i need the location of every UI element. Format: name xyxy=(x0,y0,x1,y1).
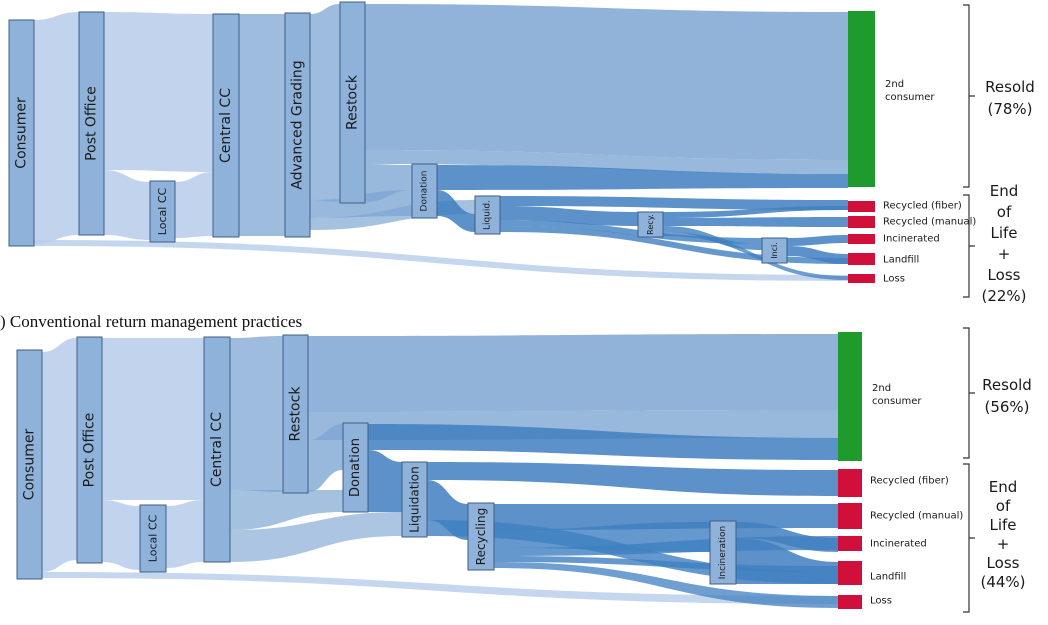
resold-bracket-2 xyxy=(963,328,975,458)
restock-2-label: Restock xyxy=(288,386,304,442)
incinerated-2-bar xyxy=(838,536,862,551)
eol-bracket-2 xyxy=(963,464,975,612)
flow-recy-manual xyxy=(663,217,848,227)
landfill-1-bar xyxy=(848,253,875,265)
eol-group-label-2: End xyxy=(989,478,1018,496)
incinerated-1-label: Incinerated xyxy=(883,234,940,245)
incinerated-2-label: Incinerated xyxy=(870,539,927,550)
landfill-2-bar xyxy=(838,561,862,585)
flow-localcc-centralcc xyxy=(175,172,213,238)
flow-donation-liquid-2 xyxy=(368,450,402,512)
flow-restock-2nd-2 xyxy=(308,334,838,412)
second-consumer-1-label: consumer xyxy=(885,92,935,103)
advanced-grading-label: Advanced Grading xyxy=(290,60,306,189)
recycled-fiber-2-bar xyxy=(838,469,862,497)
recycling-label: Recy. xyxy=(646,214,655,235)
eol-group-label-2: (44%) xyxy=(980,573,1025,591)
resold-group-label-2: Resold xyxy=(982,376,1032,394)
eol-group-label-2: Life xyxy=(989,516,1016,534)
eol-group-label-1: Life xyxy=(990,224,1017,242)
post-office-label: Post Office xyxy=(84,86,100,161)
flow-consumer-postoffice xyxy=(34,12,79,244)
loss-1-label: Loss xyxy=(883,274,905,285)
liquidation-2-label: Liquidation xyxy=(408,466,422,533)
flow-inci-incinerated xyxy=(787,235,848,246)
donation-label: Donation xyxy=(420,171,430,212)
flow-consumer-loss xyxy=(34,240,848,281)
flow-localcc-centralcc-2 xyxy=(166,500,204,568)
recycled-manual-1-label: Recycled (manual) xyxy=(883,217,976,228)
resold-group-label-1: Resold xyxy=(985,78,1035,96)
landfill-2-label: Landfill xyxy=(870,572,906,583)
flow-liquid-fiber-2 xyxy=(427,462,838,496)
figure-caption: ) Conventional return management practic… xyxy=(0,312,302,332)
flow-centralcc-restock-2 xyxy=(230,336,283,492)
eol-bracket-1 xyxy=(963,195,975,297)
incineration-label: Inci. xyxy=(770,242,779,259)
recycled-manual-1-bar xyxy=(848,216,875,228)
resold-group-label-1: (78%) xyxy=(987,100,1032,118)
flow-postoffice-localcc-2 xyxy=(102,500,140,570)
central-cc-2-label: Central CC xyxy=(209,412,225,487)
central-cc-label: Central CC xyxy=(218,88,234,163)
recycling-2-label: Recycling xyxy=(474,508,488,565)
recycled-manual-2-bar xyxy=(838,503,862,529)
consumer-label: Consumer xyxy=(14,97,30,169)
flow-restock-2nd xyxy=(365,4,848,160)
eol-group-label-1: + xyxy=(998,245,1011,263)
local-cc-2-label: Local CC xyxy=(147,515,160,563)
second-consumer-1-bar xyxy=(848,11,875,187)
liquidation-label: Liquid. xyxy=(483,200,493,230)
flow-consumer-postoffice-2 xyxy=(42,338,77,572)
local-cc-label: Local CC xyxy=(156,188,169,236)
post-office-2-label: Post Office xyxy=(82,413,98,488)
eol-group-label-1: of xyxy=(997,203,1012,221)
consumer-2-label: Consumer xyxy=(22,429,38,501)
second-consumer-2-label: consumer xyxy=(872,396,922,407)
loss-2-bar xyxy=(838,595,862,609)
recycled-fiber-2-label: Recycled (fiber) xyxy=(870,476,949,487)
eol-group-label-1: Loss xyxy=(988,266,1021,284)
incineration-2-label: Incineration xyxy=(718,526,728,580)
restock-label: Restock xyxy=(345,74,361,130)
loss-2-label: Loss xyxy=(870,596,892,607)
incinerated-1-bar xyxy=(848,234,875,244)
recycled-manual-2-label: Recycled (manual) xyxy=(870,511,963,522)
eol-group-label-1: (22%) xyxy=(981,287,1026,305)
resold-bracket-1 xyxy=(963,5,975,187)
resold-group-label-2: (56%) xyxy=(984,398,1029,416)
eol-group-label-2: of xyxy=(996,497,1011,515)
landfill-1-label: Landfill xyxy=(883,255,919,266)
second-consumer-1-label: 2nd xyxy=(885,79,904,90)
loss-1-bar xyxy=(848,274,875,283)
eol-group-label-2: + xyxy=(997,535,1010,553)
donation-2-label: Donation xyxy=(348,438,363,497)
eol-group-label-1: End xyxy=(990,182,1019,200)
second-consumer-2-label: 2nd xyxy=(872,383,891,394)
flow-centralcc-grading xyxy=(239,14,285,236)
second-consumer-2-bar xyxy=(838,332,862,461)
recycled-fiber-1-label: Recycled (fiber) xyxy=(883,201,962,212)
flow-postoffice-centralcc xyxy=(104,12,213,172)
flow-grading-restock xyxy=(310,4,340,202)
flow-postoffice-centralcc-2 xyxy=(102,338,204,500)
eol-group-label-2: Loss xyxy=(987,554,1020,572)
recycled-fiber-1-bar xyxy=(848,201,875,212)
flow-postoffice-localcc xyxy=(104,170,150,240)
